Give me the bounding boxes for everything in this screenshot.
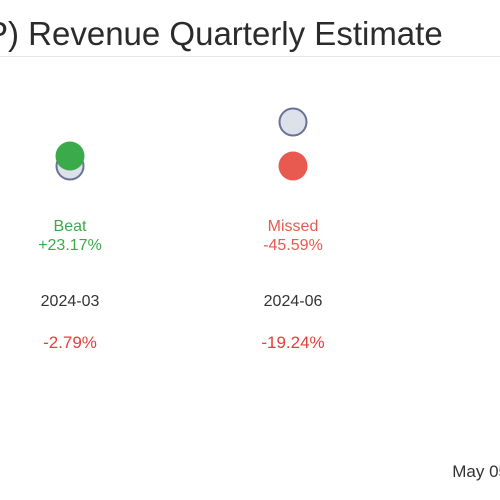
change-label-1: -19.24% xyxy=(261,333,324,352)
title-divider xyxy=(0,56,500,57)
change-label-0: -2.79% xyxy=(43,333,97,352)
period-label-0: 2024-03 xyxy=(41,293,100,310)
actual-point-2024-03 xyxy=(55,141,85,171)
estimate-point-2024-06 xyxy=(278,107,308,137)
surprise-label-1: -45.59% xyxy=(263,237,323,254)
actual-point-2024-06 xyxy=(278,151,308,181)
status-label-0: Beat xyxy=(54,218,87,235)
chart-title: P) Revenue Quarterly Estimate xyxy=(0,12,500,56)
footer-date: May 05 xyxy=(452,462,500,481)
chart-title-text: P) Revenue Quarterly Estimate xyxy=(0,15,443,52)
period-label-1: 2024-06 xyxy=(264,293,323,310)
surprise-label-0: +23.17% xyxy=(38,237,102,254)
status-label-1: Missed xyxy=(268,218,319,235)
